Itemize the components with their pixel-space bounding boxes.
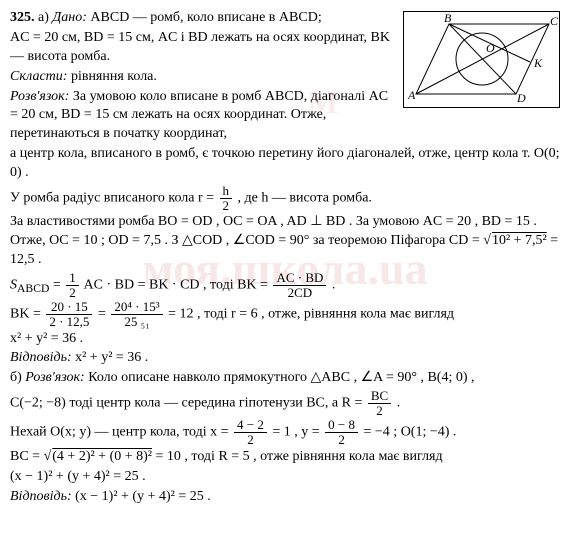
bk-right: = 12 , тоді r = 6 , отже, рівняння кола … (168, 307, 454, 322)
area-sub: ABCD (17, 282, 49, 295)
sklasty-label: Скласти: (10, 69, 67, 84)
R-frac: BC 2 (368, 389, 391, 417)
bk-f2: 20⁴ · 15³ 25 ₅₁ (111, 300, 162, 328)
bk-left: BK = (10, 307, 44, 322)
part-b-l2: C(−2; −8) тоді центр кола — середина гіп… (10, 389, 560, 417)
x-val: = 1 , y = (272, 425, 323, 440)
eq-b: (x − 1)² + (y + 4)² = 25 . (10, 468, 560, 487)
prop-text: За властивостями ромба BO = OD , OC = OA… (10, 214, 537, 248)
radius-frac: h 2 (220, 184, 233, 212)
rozv-b-text-1: Коло описане навколо прямокутного △ABC ,… (88, 370, 474, 385)
bc-left: BC = (10, 449, 44, 464)
half-frac: 1 2 (66, 271, 79, 299)
rozv-label-b: Розв'язок: (25, 370, 84, 385)
problem-number: 325. (10, 10, 35, 25)
y-frac: 0 − 8 2 (325, 418, 358, 446)
nekhai-left: Нехай O(x; y) — центр кола, тоді x = (10, 425, 232, 440)
svg-text:C: C (550, 14, 559, 28)
dano-text-1: ABCD — ромб, коло вписане в ABCD; (90, 10, 321, 25)
area-mid: AC · BD = BK · CD , тоді BK = (84, 277, 272, 292)
bc-sqrt: (4 + 2)² + (0 + 8)² (51, 449, 152, 464)
bk-eq: = (98, 307, 109, 322)
vidp-b-text: (x − 1)² + (y + 4)² = 25 . (72, 489, 211, 504)
vidp-label-a: Відповідь: (10, 350, 72, 365)
bk-f1: 20 · 15 2 · 12,5 (46, 300, 92, 328)
vidp-label-b: Відповідь: (10, 489, 72, 504)
part-b-l1: б) Розв'язок: Коло описане навколо прямо… (10, 369, 560, 388)
svg-text:K: K (533, 56, 543, 70)
answer-a: Відповідь: x² + y² = 36 . (10, 349, 560, 368)
rozv-label-a: Розв'язок: (10, 89, 69, 104)
bc-right: = 10 , тоді R = 5 , отже рівняння кола м… (152, 449, 443, 464)
radius-text-left: У ромба радіус вписаного кола r = (10, 190, 214, 205)
radius-text-right: , де h — висота ромба. (238, 190, 372, 205)
y-val: = −4 ; O(1; −4) . (364, 425, 457, 440)
svg-text:D: D (516, 91, 526, 105)
area-S: S (10, 277, 17, 292)
vidp-a-text: x² + y² = 36 . (72, 350, 149, 365)
properties-line: За властивостями ромба BO = OD , OC = OA… (10, 213, 560, 270)
cd-sqrt: 10² + 7,5² (491, 233, 547, 248)
eq-a: x² + y² = 36 . (10, 330, 560, 349)
radius-line: У ромба радіус вписаного кола r = h 2 , … (10, 184, 560, 212)
bk-line: BK = 20 · 15 2 · 12,5 = 20⁴ · 15³ 25 ₅₁ … (10, 300, 560, 328)
svg-text:A: A (407, 88, 416, 102)
rozv-a-text-2: а центр кола, вписаного в ромб, є точкою… (10, 145, 560, 183)
bc-line: BC = √(4 + 2)² + (0 + 8)² = 10 , тоді R … (10, 448, 560, 467)
rhombus-diagram: B C A D O K (403, 11, 560, 108)
rozv-b-text-2: C(−2; −8) тоді центр кола — середина гіп… (10, 396, 366, 411)
document-body: B C A D O K 325. а) Дано: ABCD — ромб, к… (10, 9, 560, 506)
dano-label: Дано: (52, 10, 87, 25)
area-line: SABCD = 1 2 AC · BD = BK · CD , тоді BK … (10, 271, 560, 299)
svg-text:B: B (444, 11, 452, 25)
svg-text:O: O (486, 41, 495, 55)
answer-b: Відповідь: (x − 1)² + (y + 4)² = 25 . (10, 488, 560, 507)
sklasty-text: рівняння кола. (71, 69, 157, 84)
x-frac: 4 − 2 2 (234, 418, 267, 446)
bk-frac: AC · BD 2CD (273, 271, 326, 299)
nekhai-line: Нехай O(x; y) — центр кола, тоді x = 4 −… (10, 418, 560, 446)
